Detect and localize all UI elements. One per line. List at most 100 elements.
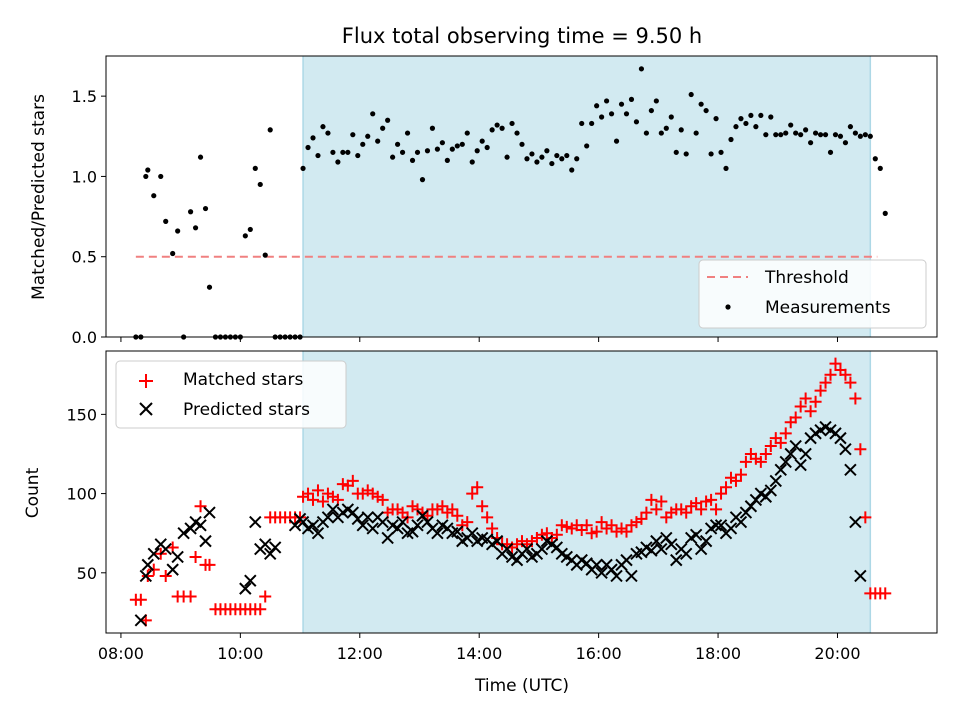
matched-star-point: [819, 376, 832, 389]
top-legend: Threshold Measurements: [698, 259, 927, 329]
measurement-point: [524, 156, 530, 162]
predicted-star-point: [784, 447, 797, 461]
measurement-point: [247, 226, 253, 233]
predicted-star-point: [326, 503, 340, 516]
measurement-point: [852, 130, 858, 136]
predicted-star-point: [268, 541, 282, 554]
measurement-point: [539, 154, 545, 160]
measurement-point: [877, 165, 883, 171]
measurement-point: [628, 96, 635, 102]
legend-predicted-label: Predicted stars: [183, 400, 310, 420]
predicted-star-point: [769, 474, 782, 488]
x-tick-label: 10:00: [217, 644, 263, 663]
count-panel: 08:00 10:00 12:00 14:00 16:00 18:00 20:00 50 10…: [23, 351, 938, 696]
matched-star-point: [580, 519, 593, 532]
predicted-star-point: [670, 553, 683, 567]
predicted-star-point: [139, 569, 153, 583]
measurement-point: [584, 143, 590, 149]
matched-star-point: [134, 593, 147, 606]
measurement-point: [713, 116, 719, 122]
predicted-star-point: [466, 526, 479, 540]
measurement-point: [355, 152, 361, 159]
matched-star-point: [764, 440, 777, 453]
measurement-point: [738, 116, 744, 122]
matched-star-point: [640, 506, 653, 519]
measurement-point: [242, 233, 248, 239]
matched-star-point: [705, 493, 718, 506]
matched-star-point: [635, 512, 648, 525]
predicted-star-point: [134, 614, 148, 627]
matched-star-point: [655, 495, 668, 508]
predicted-star-point: [396, 515, 409, 529]
matched-star-point: [141, 569, 154, 582]
predicted-star-point: [259, 538, 272, 551]
predicted-star-point: [679, 547, 693, 560]
matched-star-point: [620, 525, 633, 538]
measurement-point: [479, 138, 485, 144]
matched-star-point: [605, 519, 618, 532]
measurement-point: [743, 120, 749, 127]
measurement-point: [728, 136, 734, 143]
matched-star-point: [254, 603, 267, 616]
matched-star-point: [376, 493, 389, 506]
predicted-star-point: [166, 563, 179, 576]
measurement-point: [638, 66, 645, 72]
measurement-point: [360, 141, 366, 147]
measurement-point: [837, 133, 844, 139]
measurement-point: [202, 205, 209, 212]
measurement-point: [404, 130, 411, 136]
measurement-point: [390, 154, 396, 160]
matched-star-point: [590, 525, 603, 538]
predicted-star-point: [203, 506, 216, 519]
measurement-point: [768, 114, 774, 120]
matched-star-point: [436, 500, 449, 513]
measurement-point: [673, 149, 679, 155]
measurement-point: [499, 125, 505, 131]
matched-star-point: [486, 522, 499, 535]
measurement-point: [832, 132, 839, 138]
measurement-point: [469, 159, 475, 165]
measurement-point: [429, 125, 436, 131]
measurement-point: [394, 141, 401, 147]
predicted-star-point: [774, 463, 787, 477]
measurement-point: [599, 114, 605, 120]
measurement-point: [175, 228, 181, 234]
measurement-point: [504, 154, 510, 160]
matched-star-point: [159, 569, 172, 582]
measurement-point: [633, 119, 640, 125]
measurement-point: [459, 141, 465, 147]
predicted-star-point: [431, 526, 444, 540]
matched-star-point: [189, 550, 202, 563]
measurement-point: [658, 130, 664, 136]
predicted-star-point: [794, 458, 807, 472]
predicted-star-point: [141, 558, 155, 572]
measurement-point: [414, 149, 421, 155]
measurement-point: [549, 160, 555, 167]
predicted-star-point: [244, 574, 257, 587]
measurement-point: [439, 140, 445, 146]
predicted-star-point: [655, 542, 668, 556]
measurement-point: [262, 252, 268, 258]
predicted-star-point: [376, 515, 389, 529]
measurement-point: [783, 130, 789, 136]
predicted-star-point: [381, 531, 394, 545]
predicted-star-point: [799, 447, 812, 461]
matched-star-point: [690, 497, 703, 510]
matched-star-point: [451, 509, 464, 522]
matched-star-point: [446, 503, 459, 516]
measurement-point: [385, 117, 391, 123]
measurement-point: [206, 284, 213, 290]
measurement-point: [370, 111, 376, 117]
measurement-point: [320, 124, 326, 130]
observing-window-band-bottom: [302, 351, 872, 633]
predicted-star-point: [665, 538, 678, 551]
measurement-point: [753, 124, 759, 130]
bottom-y-ticks: 50 100 150: [66, 405, 106, 583]
predicted-star-point: [709, 519, 723, 532]
matched-star-point: [346, 474, 359, 487]
predicted-star-point: [645, 544, 658, 557]
predicted-star-point: [199, 534, 212, 548]
matched-star-point: [739, 455, 752, 468]
measurement-point: [748, 112, 754, 119]
measurement-point: [618, 101, 625, 107]
